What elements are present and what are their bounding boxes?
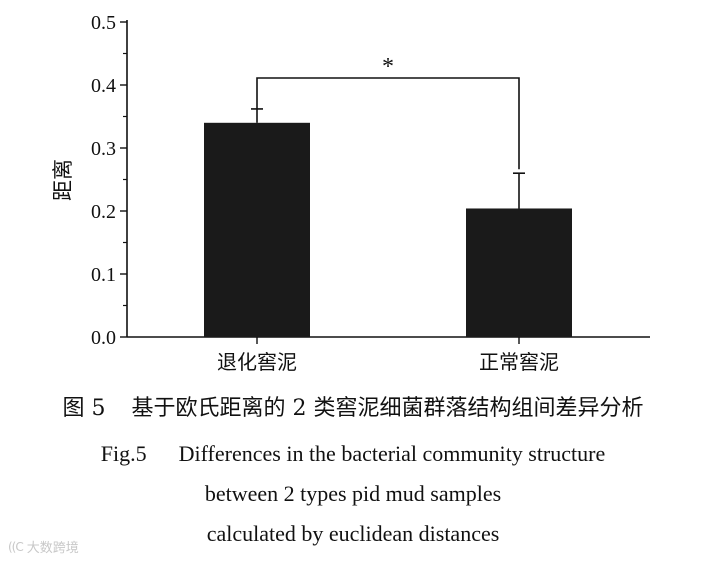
caption-cn-text: 基于欧氏距离的 2 类窖泥细菌群落结构组间差异分析 bbox=[131, 396, 644, 421]
caption-en-text-1: Differences in the bacterial community s… bbox=[178, 441, 606, 466]
watermark: ((C 大数跨境 bbox=[8, 537, 79, 557]
y-axis-label: 距离 bbox=[51, 159, 75, 201]
bars bbox=[204, 122, 572, 337]
x-axis-categories: 退化窖泥 正常窖泥 bbox=[217, 337, 559, 374]
bar-chart: 0.0 0.1 0.2 0.3 0.4 0.5 退化窖泥 正常窖泥 * 距离 bbox=[51, 12, 650, 374]
caption-cn-label: 图 5 bbox=[62, 396, 106, 421]
watermark-text: 大数跨境 bbox=[26, 541, 79, 556]
figure-caption-cn: 图 5 基于欧氏距离的 2 类窖泥细菌群落结构组间差异分析 bbox=[0, 390, 706, 422]
y-tick-label: 0.4 bbox=[91, 75, 116, 97]
y-tick-label: 0.5 bbox=[91, 12, 116, 34]
y-tick-label: 0.1 bbox=[91, 264, 116, 286]
figure-caption-en-line1: Fig.5 Differences in the bacterial commun… bbox=[0, 441, 706, 467]
y-axis-ticks: 0.0 0.1 0.2 0.3 0.4 0.5 bbox=[91, 12, 127, 349]
y-tick-label: 0.2 bbox=[91, 201, 116, 223]
figure-caption-en-line2: between 2 types pid mud samples bbox=[204, 481, 502, 506]
x-category-label: 正常窖泥 bbox=[479, 350, 559, 374]
significance-bracket-line bbox=[256, 77, 520, 170]
y-tick-label: 0.3 bbox=[91, 138, 116, 160]
x-category-label: 退化窖泥 bbox=[217, 350, 297, 374]
watermark-logo-icon: ((C bbox=[8, 539, 24, 554]
bar bbox=[466, 208, 572, 337]
figure-caption-en-line3: calculated by euclidean distances bbox=[206, 521, 500, 546]
caption-en-label: Fig.5 bbox=[100, 441, 147, 466]
significance-marker: * bbox=[382, 54, 394, 80]
significance-bracket: * bbox=[256, 54, 520, 170]
y-tick-label: 0.0 bbox=[91, 327, 116, 349]
bar bbox=[204, 122, 310, 337]
error-bars bbox=[251, 108, 525, 209]
